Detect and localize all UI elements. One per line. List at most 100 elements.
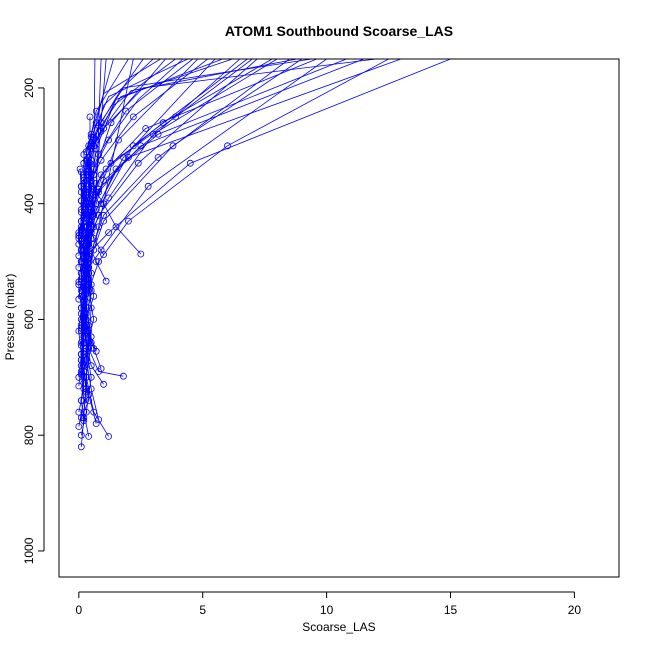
data-point: [154, 153, 162, 161]
data-point: [85, 432, 93, 440]
data-point: [92, 179, 100, 187]
data-point: [95, 416, 102, 424]
data-point: [87, 130, 95, 138]
data-point: [124, 217, 132, 225]
series-line: [80, 59, 223, 262]
data-point: [77, 269, 85, 277]
data-point: [95, 223, 102, 231]
data-point: [80, 321, 88, 329]
data-point: [82, 298, 90, 306]
data-point: [80, 275, 88, 283]
data-point: [95, 258, 102, 266]
data-point: [87, 287, 95, 294]
data-point: [100, 177, 107, 184]
series-line: [85, 59, 248, 377]
data-point: [80, 408, 88, 416]
data-point: [105, 136, 112, 144]
data-point: [75, 423, 83, 430]
data-point: [137, 250, 145, 258]
data-point: [107, 119, 115, 127]
data-point: [82, 388, 90, 396]
data-point: [75, 263, 83, 271]
data-point: [85, 344, 93, 352]
data-point: [100, 217, 107, 225]
data-point: [134, 159, 142, 167]
data-point: [100, 251, 107, 259]
data-point: [77, 246, 85, 254]
data-point: [77, 321, 85, 329]
data-point: [85, 171, 93, 179]
data-point: [129, 113, 137, 121]
data-point: [82, 275, 90, 283]
data-point: [80, 214, 88, 222]
data-point: [75, 240, 83, 248]
data-point: [80, 313, 88, 321]
data-point: [122, 107, 130, 115]
x-tick-label: 5: [199, 603, 206, 617]
data-point: [80, 333, 88, 341]
data-point: [97, 156, 105, 164]
data-point: [77, 339, 85, 347]
data-point: [77, 397, 85, 404]
series-line: [80, 59, 312, 230]
data-point: [77, 258, 85, 266]
data-point: [77, 443, 85, 451]
data-point: [92, 200, 100, 208]
data-point: [75, 295, 83, 303]
data-point: [87, 226, 95, 234]
data-point: [90, 165, 98, 173]
data-point: [169, 142, 177, 150]
series-line: [83, 59, 258, 424]
data-point: [102, 277, 110, 285]
data-point: [82, 148, 90, 156]
series-line: [78, 59, 377, 233]
data-point: [76, 165, 84, 173]
data-point: [100, 380, 107, 388]
data-point: [87, 385, 95, 393]
x-tick-label: 15: [444, 603, 458, 617]
data-point: [80, 347, 88, 355]
data-point: [100, 125, 107, 132]
data-point: [77, 431, 85, 439]
data-point: [85, 327, 93, 335]
data-point: [92, 420, 100, 428]
data-point: [172, 113, 179, 121]
y-tick-label: 1000: [22, 537, 36, 564]
data-point: [97, 365, 105, 373]
data-point: [77, 362, 85, 370]
x-axis-label: Scoarse_LAS: [302, 620, 375, 634]
data-point: [102, 165, 110, 173]
data-point: [82, 234, 90, 242]
x-tick-label: 20: [568, 603, 582, 617]
data-point: [120, 372, 127, 380]
data-point: [87, 373, 95, 381]
data-point: [77, 304, 85, 312]
data-point: [154, 130, 162, 138]
data-point: [80, 185, 88, 193]
data-point: [80, 397, 88, 404]
data-point: [142, 125, 150, 132]
data-point: [77, 208, 85, 216]
data-point: [80, 298, 88, 306]
data-point: [77, 287, 85, 294]
data-point: [82, 156, 90, 164]
x-tick-label: 10: [320, 603, 334, 617]
y-axis-label: Pressure (mbar): [3, 274, 17, 361]
data-point: [105, 432, 112, 440]
data-point: [82, 408, 90, 416]
data-point: [107, 159, 115, 167]
data-point: [92, 107, 100, 115]
data-point: [87, 211, 95, 219]
data-point: [80, 350, 88, 358]
y-tick-label: 400: [22, 193, 36, 213]
axes-layer: 0 5 10 15 20 200 400 600 800 1000: [22, 78, 581, 617]
data-point: [105, 194, 112, 202]
data-point: [75, 252, 83, 260]
data-point: [75, 382, 83, 390]
data-point: [77, 197, 85, 205]
data-point: [75, 408, 83, 416]
data-point: [87, 362, 95, 370]
plot-frame: [58, 58, 620, 578]
data-point: [144, 182, 152, 190]
